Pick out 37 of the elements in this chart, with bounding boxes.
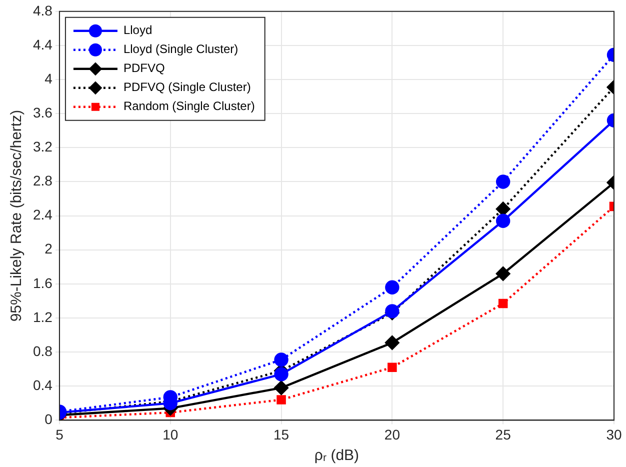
y-tick-label: 2.8 <box>32 172 53 189</box>
y-tick-label: 1.6 <box>32 274 53 291</box>
y-tick-label: 3.6 <box>32 104 53 120</box>
point <box>274 367 288 382</box>
legend-label: Lloyd (Single Cluster) <box>123 42 238 56</box>
legend-label: PDFVQ <box>123 61 165 76</box>
y-tick-label: 4.4 <box>32 36 53 52</box>
y-tick-label: 4.8 <box>32 2 53 18</box>
y-axis-title: 95%-Likely Rate (bits/sec/hertz) <box>8 110 26 322</box>
legend-label: PDFVQ (Single Cluster) <box>123 80 251 94</box>
point <box>276 395 286 404</box>
point <box>385 336 400 350</box>
x-tick-label: 10 <box>162 426 178 442</box>
x-axis-title: ρᵣ (dB) <box>314 447 360 464</box>
point <box>274 352 288 367</box>
point <box>498 298 508 308</box>
y-tick-label: 2.4 <box>32 206 53 223</box>
point <box>496 214 510 228</box>
y-tick-label: 4 <box>44 70 53 86</box>
point <box>274 380 288 395</box>
legend-label: Lloyd <box>123 23 152 38</box>
point <box>496 266 510 281</box>
y-tick-label: 3.2 <box>32 138 53 155</box>
y-tick-label: 2 <box>44 240 53 257</box>
x-tick-label: 25 <box>495 426 512 442</box>
x-tick-label: 5 <box>56 426 64 442</box>
y-tick-label: 1.2 <box>32 308 53 325</box>
x-tick-label: 30 <box>606 426 622 442</box>
y-tick-label: 0.8 <box>32 342 53 359</box>
y-tick-label: 0 <box>44 411 53 428</box>
point <box>388 362 397 372</box>
y-tick-label: 0.4 <box>32 376 53 393</box>
legend-label: Random (Single Cluster) <box>123 99 255 114</box>
point <box>385 280 400 294</box>
point <box>496 174 510 189</box>
x-tick-label: 15 <box>273 426 290 442</box>
x-tick-label: 20 <box>384 426 400 442</box>
